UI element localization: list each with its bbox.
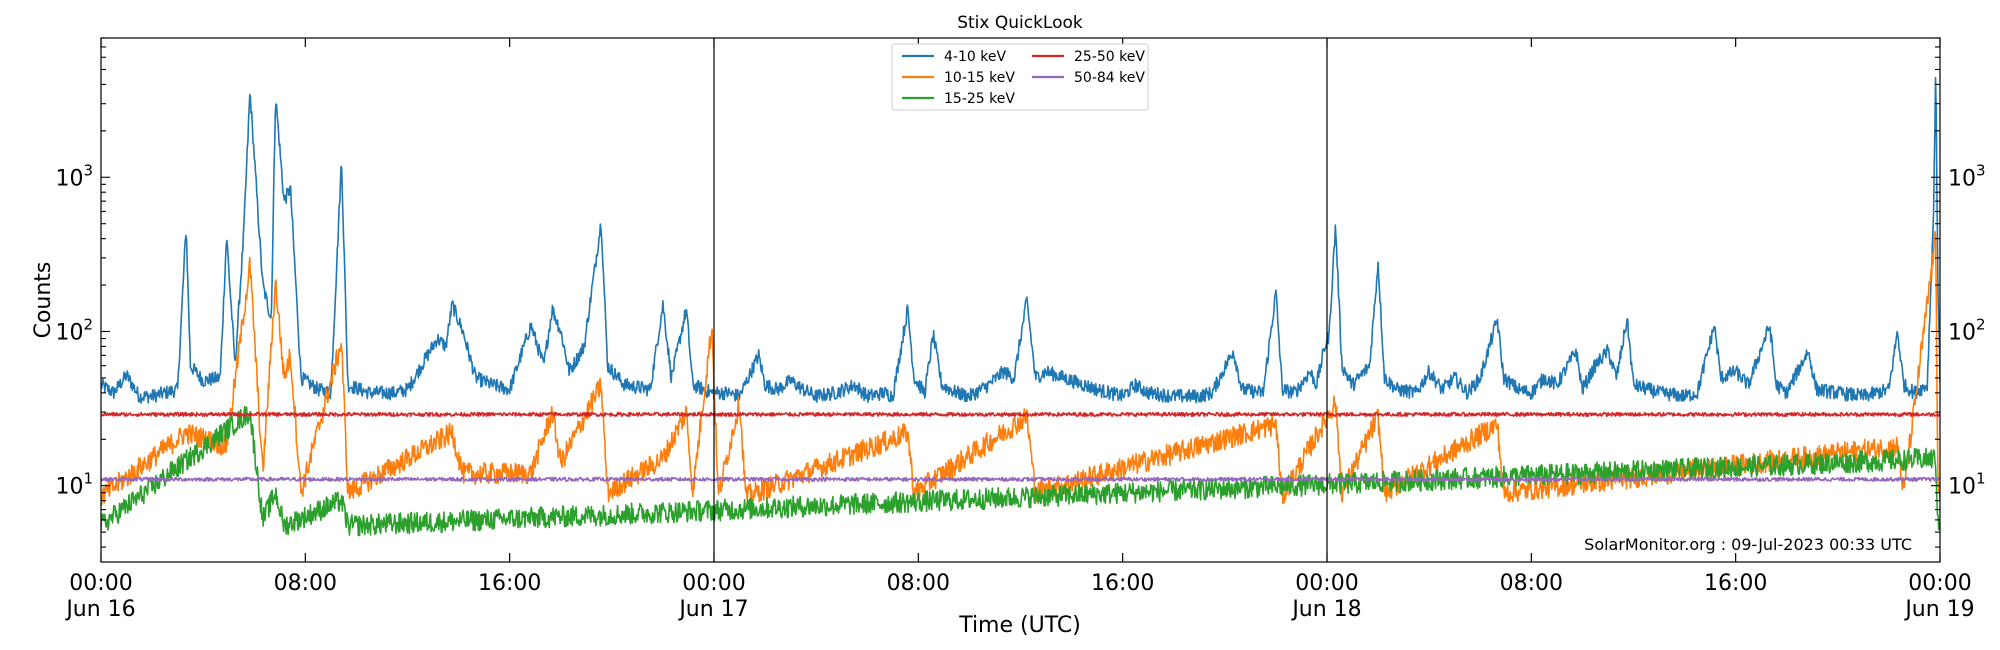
y-tick-label-left: 102 bbox=[55, 315, 93, 345]
x-tick-label: 00:00 bbox=[1295, 571, 1358, 596]
y-tick-label-left: 101 bbox=[55, 470, 93, 500]
x-tick-date-label: Jun 16 bbox=[64, 597, 135, 622]
legend-label: 15-25 keV bbox=[944, 91, 1015, 107]
series-line-15-25-kev bbox=[101, 405, 1940, 537]
y-tick-exponent: 1 bbox=[83, 470, 93, 488]
x-tick-label: 08:00 bbox=[274, 571, 337, 596]
x-tick-label: 16:00 bbox=[1704, 571, 1767, 596]
y-tick-base: 10 bbox=[1948, 475, 1976, 500]
legend-label: 50-84 keV bbox=[1074, 70, 1145, 86]
y-tick-label-right: 101 bbox=[1948, 470, 1986, 500]
y-tick-base: 10 bbox=[1948, 320, 1976, 345]
y-tick-exponent: 1 bbox=[1976, 470, 1986, 488]
series-line-50-84-kev bbox=[101, 476, 1940, 482]
legend-label: 4-10 keV bbox=[944, 49, 1006, 65]
legend-box bbox=[891, 43, 1149, 111]
series-line-25-50-kev bbox=[101, 411, 1940, 417]
x-tick-label: 00:00 bbox=[1908, 571, 1971, 596]
x-tick-date-label: Jun 18 bbox=[1290, 597, 1361, 622]
y-tick-label-right: 102 bbox=[1948, 315, 1986, 345]
legend: 4-10 keV 10-15 keV 15-25 keV 25-50 keV 50-84… bbox=[891, 43, 1149, 111]
x-tick-date-label: Jun 19 bbox=[1903, 597, 1974, 622]
x-axis-title: Time (UTC) bbox=[958, 613, 1081, 638]
y-tick-label-left: 103 bbox=[55, 161, 93, 191]
x-tick-label: 08:00 bbox=[887, 571, 950, 596]
y-tick-exponent: 3 bbox=[1976, 161, 1986, 179]
y-tick-exponent: 2 bbox=[1976, 315, 1986, 333]
y-tick-base: 10 bbox=[55, 475, 83, 500]
plot-frame bbox=[100, 37, 1941, 563]
series-layer bbox=[101, 76, 1940, 537]
solarmonitor-annotation: SolarMonitor.org : 09-Jul-2023 00:33 UTC bbox=[1584, 535, 1912, 554]
y-axis-title: Counts bbox=[31, 262, 56, 339]
x-tick-date-label: Jun 17 bbox=[677, 597, 748, 622]
y-tick-base: 10 bbox=[55, 166, 83, 191]
y-tick-exponent: 2 bbox=[83, 315, 93, 333]
y-tick-base: 10 bbox=[55, 320, 83, 345]
x-tick-label: 00:00 bbox=[682, 571, 745, 596]
legend-label: 25-50 keV bbox=[1074, 49, 1145, 65]
x-tick-label: 08:00 bbox=[1500, 571, 1563, 596]
chart-title: Stix QuickLook bbox=[957, 13, 1083, 33]
x-tick-label: 16:00 bbox=[1091, 571, 1154, 596]
y-tick-exponent: 3 bbox=[83, 161, 93, 179]
series-line-4-10-kev bbox=[101, 76, 1940, 404]
x-tick-label: 16:00 bbox=[478, 571, 541, 596]
x-tick-label: 00:00 bbox=[69, 571, 132, 596]
y-tick-label-right: 103 bbox=[1948, 161, 1986, 191]
y-tick-base: 10 bbox=[1948, 166, 1976, 191]
day-dividers bbox=[713, 38, 1328, 562]
legend-label: 10-15 keV bbox=[944, 70, 1015, 86]
